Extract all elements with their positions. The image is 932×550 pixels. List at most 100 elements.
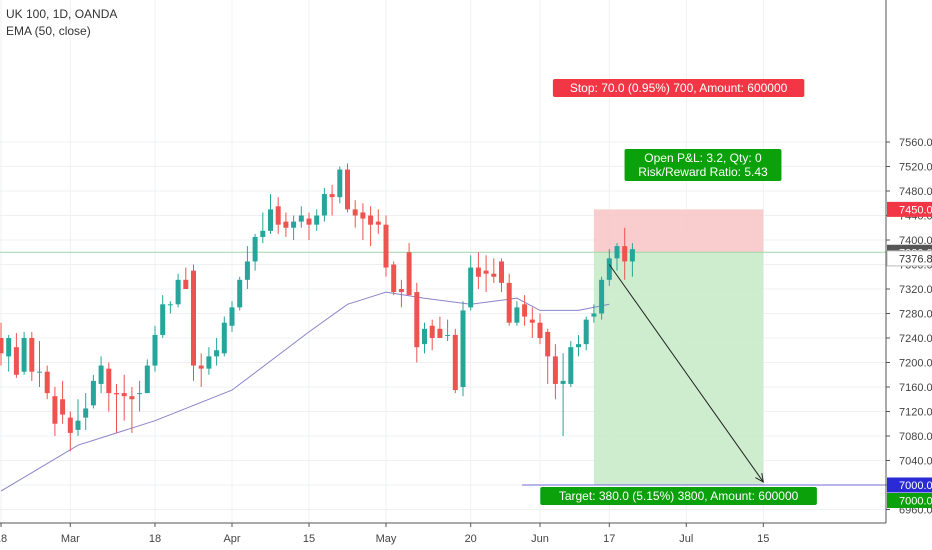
stop-price-tag-text: 7450.0 bbox=[899, 204, 932, 216]
stop-label-text: Stop: 70.0 (0.95%) 700, Amount: 600000 bbox=[570, 81, 788, 95]
candle bbox=[152, 325, 158, 372]
ema-line bbox=[0, 291, 610, 492]
symbol-title[interactable]: UK 100, 1D, OANDA bbox=[6, 7, 118, 21]
candle-body bbox=[491, 273, 497, 277]
candle-body bbox=[321, 194, 327, 216]
candle bbox=[491, 258, 497, 283]
candle bbox=[44, 365, 50, 400]
candle bbox=[460, 301, 466, 397]
candle bbox=[144, 359, 150, 394]
candle bbox=[237, 276, 243, 311]
candle-body bbox=[345, 169, 350, 210]
candle bbox=[545, 328, 551, 384]
candle-body bbox=[6, 338, 12, 357]
candle bbox=[60, 380, 66, 424]
candle bbox=[52, 387, 58, 436]
candle bbox=[475, 252, 481, 289]
candle bbox=[414, 282, 420, 363]
candle bbox=[214, 338, 220, 366]
candle bbox=[591, 304, 597, 323]
candle-body bbox=[568, 347, 574, 384]
candle-body bbox=[183, 279, 189, 289]
target-label-bg bbox=[540, 487, 817, 505]
y-tick-label: 7120.0 bbox=[899, 407, 932, 419]
last-price-tag-text: 7376.8 bbox=[899, 253, 932, 265]
candle bbox=[352, 200, 358, 228]
candle-body bbox=[167, 304, 173, 306]
candle-body bbox=[67, 417, 73, 433]
target-label: Target: 380.0 (5.15%) 3800, Amount: 6000… bbox=[540, 487, 817, 505]
horizontal-line-price-tag-text: 7000.0 bbox=[899, 480, 932, 492]
candle bbox=[398, 279, 404, 308]
x-tick-label: 17 bbox=[603, 533, 615, 545]
candle-body bbox=[629, 249, 635, 262]
candle bbox=[306, 212, 312, 240]
stop-label: Stop: 70.0 (0.95%) 700, Amount: 600000 bbox=[552, 79, 805, 97]
candle bbox=[221, 316, 227, 357]
candle-body bbox=[383, 224, 389, 268]
x-tick-label: 15 bbox=[303, 533, 315, 545]
candle-body bbox=[75, 420, 81, 430]
candle-body bbox=[368, 215, 374, 225]
candle-body bbox=[329, 194, 335, 198]
candle bbox=[137, 380, 143, 412]
candle bbox=[576, 334, 581, 357]
candle-body bbox=[614, 246, 620, 259]
candle bbox=[560, 353, 566, 436]
candle-body bbox=[475, 267, 481, 277]
candle bbox=[483, 255, 489, 293]
candle-body bbox=[106, 368, 112, 394]
horizontal-line-price-tag-bg bbox=[887, 477, 932, 493]
pnl-label-text: Risk/Reward Ratio: 5.43 bbox=[638, 165, 768, 179]
candle-body bbox=[352, 209, 358, 216]
candle bbox=[229, 301, 235, 332]
target-label-text: Target: 380.0 (5.15%) 3800, Amount: 6000… bbox=[559, 489, 799, 503]
candle bbox=[383, 215, 389, 277]
candle-body bbox=[576, 344, 581, 348]
candle-body bbox=[37, 371, 42, 373]
target-price-tag: 7000.0 bbox=[887, 493, 932, 508]
candle-body bbox=[152, 334, 158, 366]
x-tick-label: May bbox=[376, 533, 397, 545]
candle-body bbox=[429, 325, 435, 338]
candle-body bbox=[268, 209, 273, 231]
candle bbox=[506, 273, 512, 326]
candle-body bbox=[460, 310, 466, 387]
candle bbox=[198, 353, 204, 387]
candle-body bbox=[206, 356, 212, 369]
y-tick-label: 7040.0 bbox=[899, 456, 932, 468]
candle-body bbox=[252, 236, 258, 262]
candle bbox=[329, 184, 335, 216]
candle-body bbox=[291, 221, 297, 228]
candle bbox=[244, 246, 250, 289]
chart-legend[interactable]: UK 100, 1D, OANDA EMA (50, close) bbox=[6, 6, 117, 40]
candle-body bbox=[391, 264, 397, 293]
candle-body bbox=[21, 338, 27, 372]
candle bbox=[468, 255, 474, 311]
candle bbox=[537, 313, 543, 345]
candle bbox=[129, 387, 135, 433]
candle-body bbox=[98, 365, 104, 384]
candle bbox=[298, 206, 304, 228]
y-tick-label: 7160.0 bbox=[899, 382, 932, 394]
candle-body bbox=[198, 365, 204, 369]
candle bbox=[406, 243, 412, 296]
candle bbox=[260, 212, 266, 244]
candle-body bbox=[191, 270, 196, 366]
candle-body bbox=[298, 215, 304, 222]
candle-body bbox=[175, 279, 181, 305]
pnl-label-text: Open P&L: 3.2, Qty: 0 bbox=[644, 151, 762, 165]
y-tick-label: 7200.0 bbox=[899, 358, 932, 370]
candle bbox=[391, 261, 397, 296]
candle bbox=[368, 206, 374, 247]
candle-body bbox=[60, 399, 66, 415]
candle-body bbox=[414, 292, 420, 348]
indicator-label[interactable]: EMA (50, close) bbox=[6, 24, 91, 38]
candle-body bbox=[398, 289, 404, 293]
candle-body bbox=[260, 230, 266, 237]
candle bbox=[614, 243, 620, 271]
candle-body bbox=[529, 319, 535, 323]
